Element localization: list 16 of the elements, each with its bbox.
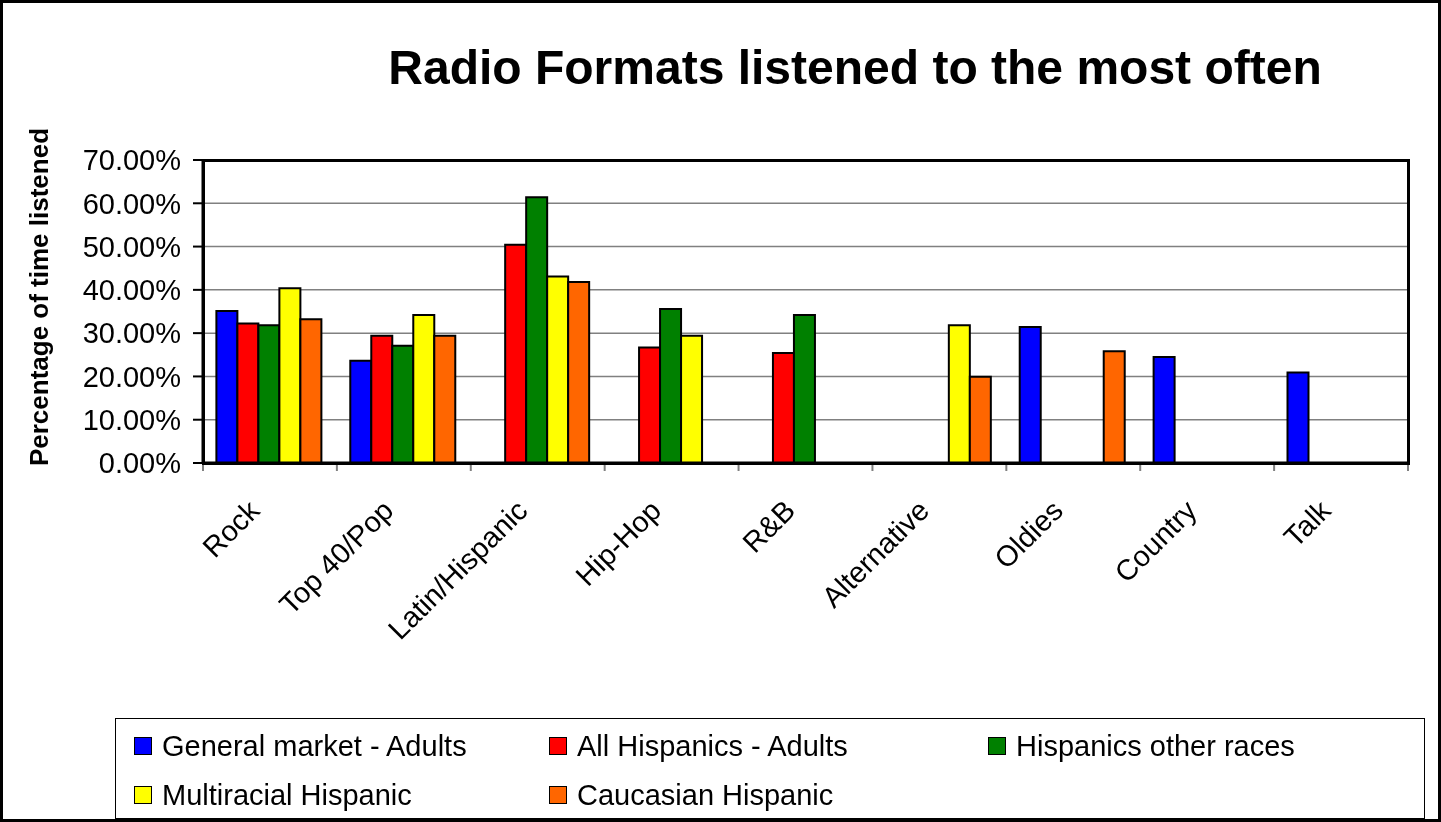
y-tick-label: 0.00% [98, 447, 181, 480]
legend-label: Caucasian Hispanic [577, 778, 834, 812]
y-tick-label: 10.00% [82, 404, 181, 437]
y-tick-label: 20.00% [82, 360, 181, 393]
chart-title: Radio Formats listened to the most often [388, 41, 1322, 94]
x-tick-label: Talk [1277, 493, 1338, 554]
y-axis-title: Percentage of time listened [24, 127, 54, 467]
y-tick-label: 40.00% [82, 274, 181, 307]
y-tick-label: 70.00% [82, 144, 181, 177]
y-tick-label: 30.00% [82, 317, 181, 350]
y-tick-label: 60.00% [82, 187, 181, 220]
legend-label: Hispanics other races [1016, 729, 1295, 763]
legend-label: All Hispanics - Adults [577, 729, 848, 763]
legend-label: Multiracial Hispanic [162, 778, 412, 812]
legend-label: General market - Adults [162, 729, 467, 763]
y-tick-label: 50.00% [82, 230, 181, 263]
